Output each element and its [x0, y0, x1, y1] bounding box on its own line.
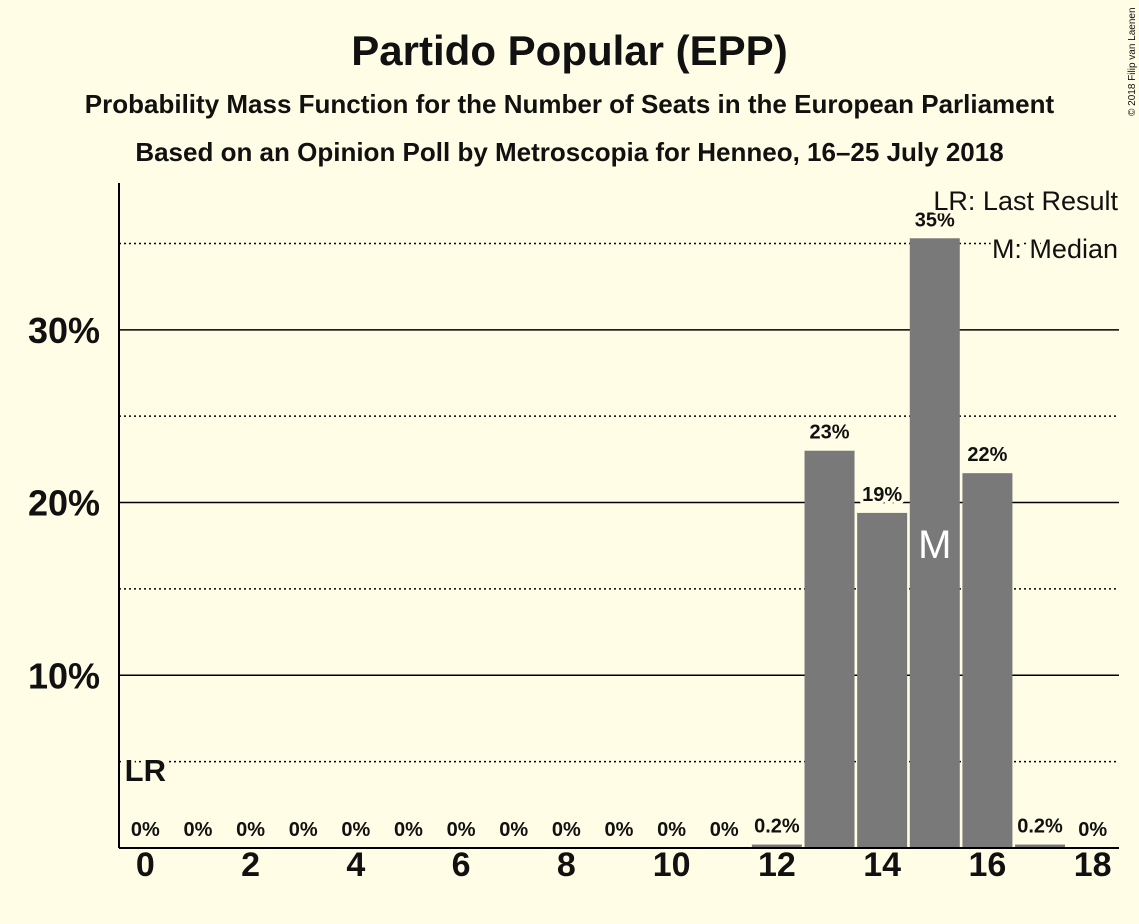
- y-tick-label-30: 30%: [28, 310, 100, 351]
- value-label-seat-12: 0.2%: [754, 816, 800, 838]
- copyright-notice: © 2018 Filip van Laenen: [1127, 7, 1138, 116]
- x-tick-label-12: 12: [758, 846, 796, 884]
- value-label-seat-9: 0%: [605, 819, 634, 841]
- bar-seat-13: [804, 450, 855, 848]
- x-tick-label-18: 18: [1074, 846, 1112, 884]
- value-label-seat-5: 0%: [394, 819, 423, 841]
- x-tick-label-2: 2: [241, 846, 260, 884]
- value-label-seat-18: 0%: [1078, 819, 1107, 841]
- value-label-seat-14: 19%: [862, 484, 902, 506]
- bar-seat-16: [962, 473, 1013, 848]
- value-label-seat-15: 35%: [915, 209, 955, 231]
- x-tick-label-16: 16: [969, 846, 1007, 884]
- value-label-seat-8: 0%: [552, 819, 581, 841]
- value-label-seat-0: 0%: [131, 819, 160, 841]
- value-label-seat-3: 0%: [289, 819, 318, 841]
- x-tick-label-0: 0: [136, 846, 155, 884]
- x-tick-label-4: 4: [346, 846, 365, 884]
- x-tick-label-14: 14: [863, 846, 901, 884]
- axes: 10% 20% 30% 0 2 4 6 8 10 12 14 16 18: [28, 183, 1119, 884]
- x-tick-label-10: 10: [653, 846, 691, 884]
- chart-source-line: Based on an Opinion Poll by Metroscopia …: [135, 137, 1003, 167]
- value-label-seat-10: 0%: [657, 819, 686, 841]
- chart-title: Partido Popular (EPP): [351, 27, 787, 74]
- value-label-seat-17: 0.2%: [1017, 816, 1063, 838]
- bar-seat-17: [1015, 844, 1066, 848]
- x-tick-label-8: 8: [557, 846, 576, 884]
- legend-last-result: LR: Last Result: [933, 186, 1118, 216]
- bar-seat-12: [751, 844, 802, 848]
- bars: [751, 238, 1066, 849]
- y-tick-label-20: 20%: [28, 483, 100, 524]
- value-label-seat-13: 23%: [810, 422, 850, 444]
- bar-seat-14: [857, 512, 908, 848]
- value-label-seat-16: 22%: [967, 444, 1007, 466]
- value-label-seat-11: 0%: [710, 819, 739, 841]
- y-tick-label-10: 10%: [28, 655, 100, 696]
- value-labels: 0% 0% 0% 0% 0% 0% 0% 0% 0% 0% 0% 0% 0.2% 23% 19% 35% 22%…: [127, 206, 1110, 845]
- median-marker: M: [918, 523, 951, 567]
- x-tick-label-6: 6: [452, 846, 471, 884]
- value-label-seat-2: 0%: [236, 819, 265, 841]
- legend: LR: Last Result M: Median: [930, 183, 1122, 268]
- value-label-seat-4: 0%: [341, 819, 370, 841]
- bar-seat-15: [909, 238, 960, 849]
- value-label-seat-1: 0%: [183, 819, 212, 841]
- last-result-marker: LR: [125, 753, 166, 788]
- value-label-seat-6: 0%: [447, 819, 476, 841]
- value-label-seat-7: 0%: [499, 819, 528, 841]
- chart-subtitle: Probability Mass Function for the Number…: [85, 89, 1055, 119]
- legend-median: M: Median: [992, 234, 1118, 264]
